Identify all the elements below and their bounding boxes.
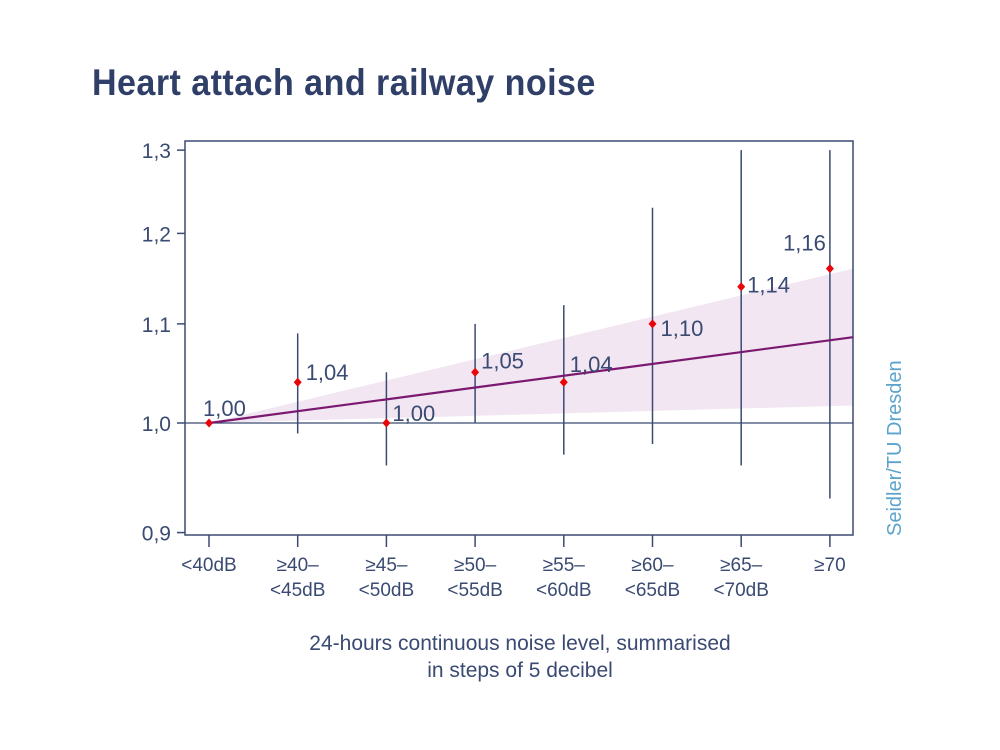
y-tick-label: 1,1 — [142, 314, 171, 337]
chart-title: Heart attach and railway noise — [92, 62, 596, 103]
x-tick-label: <70dB — [713, 580, 768, 601]
x-tick-label: <60dB — [536, 580, 591, 601]
x-axis-label-line: 24-hours continuous noise level, summari… — [309, 632, 731, 655]
data-label: 1,14 — [747, 273, 790, 298]
data-label: 1,00 — [203, 396, 246, 421]
y-tick-label: 0,9 — [142, 523, 171, 546]
data-point — [471, 367, 480, 377]
data-label: 1,00 — [392, 401, 435, 426]
x-tick-label: ≥40– — [277, 555, 320, 576]
x-tick-label: ≥50– — [454, 555, 497, 576]
data-label: 1,04 — [570, 352, 613, 377]
data-point — [737, 282, 746, 292]
x-tick-label: <55dB — [447, 580, 502, 601]
data-point — [648, 319, 657, 329]
y-tick-label: 1,3 — [142, 140, 171, 163]
y-tick-label: 1,0 — [142, 413, 171, 436]
data-label: 1,10 — [661, 316, 704, 341]
x-tick-label: <65dB — [625, 580, 680, 601]
x-tick-label: ≥65– — [720, 555, 763, 576]
data-label: 1,05 — [481, 348, 524, 373]
x-tick-label: ≥55– — [543, 555, 586, 576]
data-point — [559, 377, 568, 387]
data-point — [825, 264, 834, 274]
x-axis-label-line: in steps of 5 decibel — [427, 659, 613, 682]
data-label: 1,16 — [783, 231, 826, 256]
x-tick-label: <45dB — [270, 580, 325, 601]
trend-line — [208, 336, 854, 425]
source-credit: Seidler/TU Dresden — [884, 360, 906, 536]
data-label: 1,04 — [306, 360, 349, 385]
y-tick-label: 1,2 — [142, 223, 171, 246]
x-axis-label: 24-hours continuous noise level, summari… — [200, 630, 840, 684]
x-tick-label: ≥60– — [631, 555, 674, 576]
x-tick-label: <40dB — [181, 555, 236, 576]
x-tick-label: ≥70 — [814, 555, 846, 576]
x-tick-label: ≥45– — [365, 555, 408, 576]
x-tick-label: <50dB — [359, 580, 414, 601]
data-point — [382, 418, 391, 428]
confidence-band — [209, 268, 853, 423]
data-point — [205, 418, 213, 428]
data-point — [293, 377, 302, 387]
